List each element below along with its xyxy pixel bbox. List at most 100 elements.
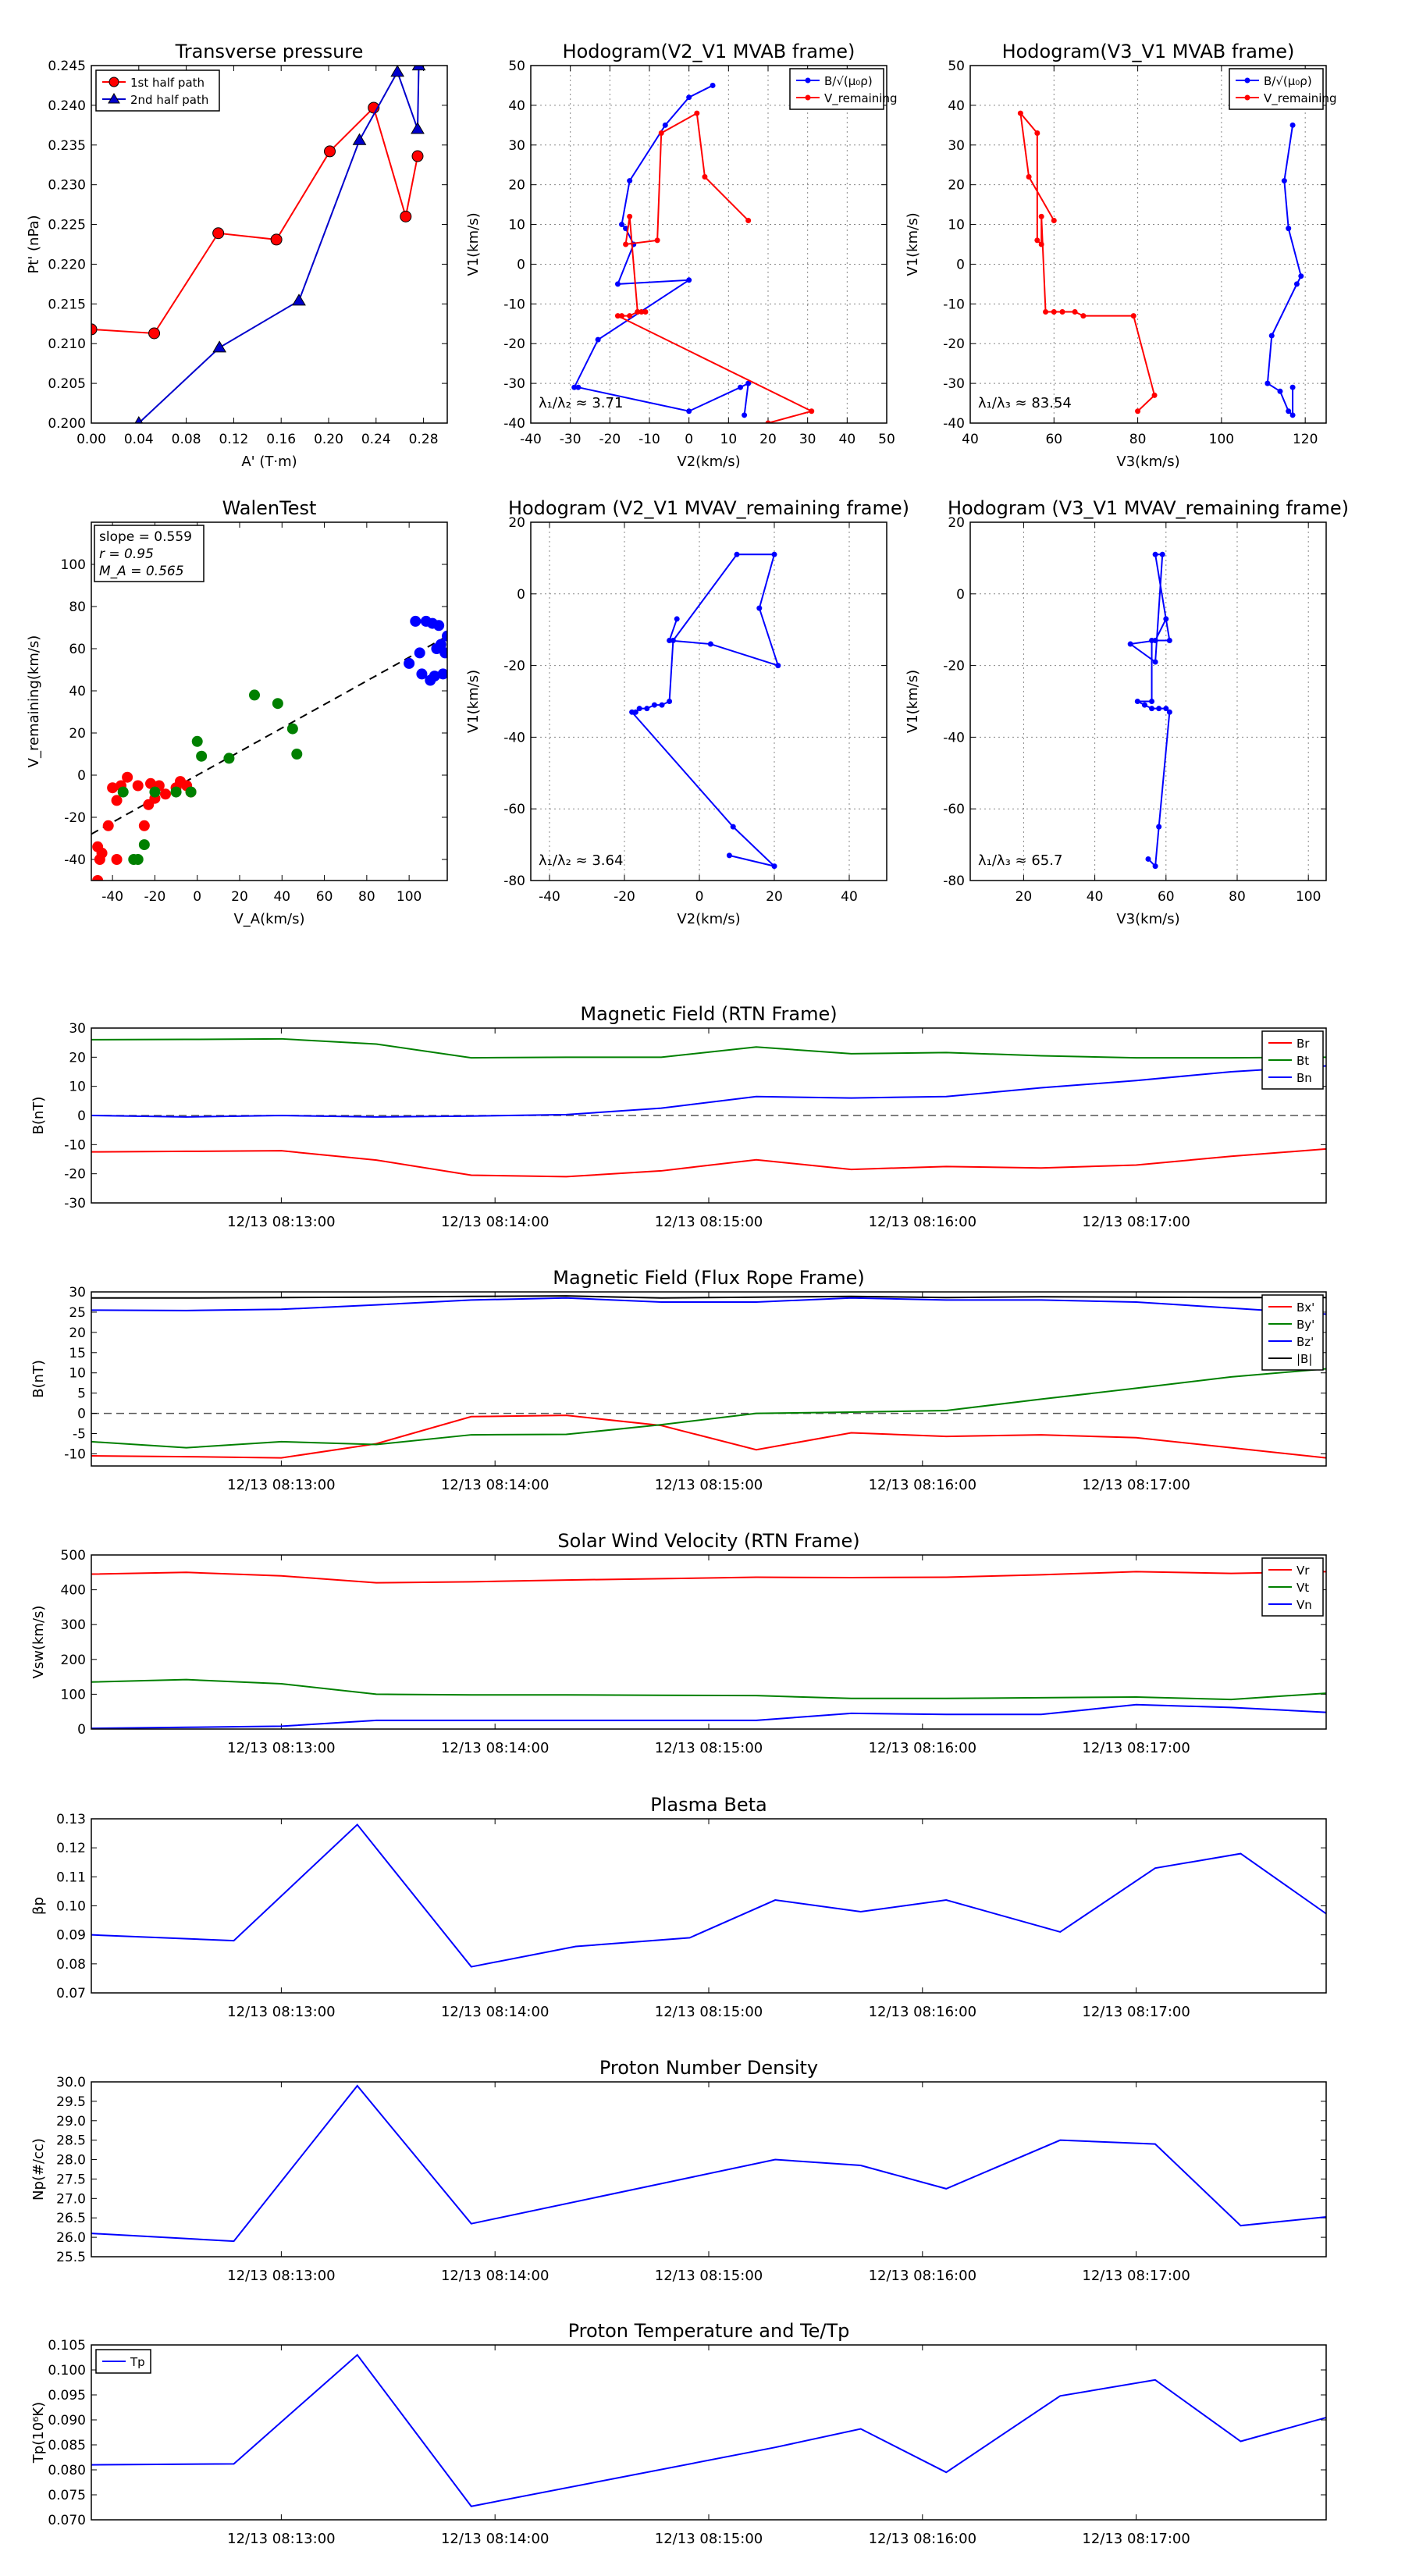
data-point <box>575 384 582 390</box>
data-point <box>410 615 422 627</box>
plot-area <box>1127 551 1172 870</box>
chart-t3: Solar Wind Velocity (RTN Frame) 12/13 08:… <box>30 1530 1327 1756</box>
chart-title: Hodogram (V2_V1 MVAV_remaining frame) <box>508 497 909 519</box>
x-tick-label: 12/13 08:16:00 <box>869 1477 976 1493</box>
legend: Vr Vt Vn <box>1261 1557 1324 1617</box>
chart-p4: WalenTest -40 -20 0 20 40 60 80 100 -40 -20 0 20 40 60… <box>26 497 448 927</box>
legend-marker <box>1244 94 1250 101</box>
x-axis-label: V3(km/s) <box>1116 911 1179 927</box>
legend-label: Bn <box>1297 1071 1312 1085</box>
series-line-0 <box>91 1147 1326 1178</box>
data-point <box>132 854 144 865</box>
legend-label: |B| <box>1297 1352 1312 1366</box>
data-point <box>1166 637 1172 643</box>
series-line-0 <box>91 1823 1326 1968</box>
data-point <box>442 630 447 642</box>
data-point <box>654 237 660 244</box>
plot-area <box>1017 110 1304 418</box>
data-point <box>1017 110 1023 116</box>
data-point <box>775 663 781 669</box>
y-tick-label: 10 <box>948 218 965 233</box>
y-tick-label: -10 <box>503 297 525 312</box>
chart-t5: Proton Number Density 12/13 08:13:00 12/13… <box>30 2057 1327 2284</box>
y-tick-label: -10 <box>943 297 965 312</box>
data-point <box>1145 856 1151 862</box>
data-point <box>659 702 665 708</box>
data-point <box>627 313 633 319</box>
data-point <box>1163 706 1169 712</box>
data-point <box>636 706 642 712</box>
data-point <box>642 309 649 315</box>
y-tick-label: 0 <box>77 768 86 784</box>
x-tick-label: 0 <box>193 889 201 905</box>
data-point <box>107 782 119 794</box>
y-tick-label: 30 <box>508 138 525 154</box>
x-tick-label: 0.04 <box>124 432 154 447</box>
data-point <box>1277 388 1283 394</box>
data-point <box>726 852 732 859</box>
data-point <box>1059 309 1065 315</box>
y-tick-label: 27.0 <box>56 2191 86 2207</box>
eigenvalue-ratio: λ₁/λ₃ ≈ 83.54 <box>978 395 1072 411</box>
data-point <box>1289 384 1296 390</box>
data-point <box>292 294 306 306</box>
plot-area <box>91 1571 1326 1729</box>
legend-label: Vr <box>1297 1564 1310 1578</box>
x-tick-label: 12/13 08:17:00 <box>1082 1477 1190 1493</box>
y-tick-label: -80 <box>503 873 525 889</box>
x-tick-label: -20 <box>599 432 621 447</box>
legend-label: V_remaining <box>824 91 898 106</box>
x-tick-label: 12/13 08:17:00 <box>1082 1740 1190 1756</box>
chart-title: WalenTest <box>222 497 317 519</box>
y-tick-label: 20 <box>508 178 525 194</box>
x-tick-label: 0.24 <box>361 432 391 447</box>
data-point <box>686 408 692 415</box>
plot-frame <box>91 2344 1327 2521</box>
y-axis-label: V1(km/s) <box>465 212 482 276</box>
legend-label: Vn <box>1297 1598 1312 1612</box>
x-tick-label: 80 <box>358 889 375 905</box>
data-point <box>286 723 298 735</box>
x-tick-label: 20 <box>1016 889 1033 905</box>
data-point <box>638 309 645 315</box>
x-tick-label: 12/13 08:14:00 <box>441 1477 549 1493</box>
y-tick-label: 50 <box>948 59 965 74</box>
y-tick-label: 0.200 <box>48 416 86 432</box>
y-tick-label: -10 <box>64 1446 86 1462</box>
data-point <box>1286 408 1292 415</box>
y-axis-label: B(nT) <box>30 1360 47 1398</box>
series-line-3 <box>91 1295 1326 1299</box>
x-tick-label: 12/13 08:16:00 <box>869 2004 976 2020</box>
plot-frame <box>91 1291 1327 1467</box>
y-tick-label: 0.100 <box>48 2363 86 2379</box>
y-tick-label: 0 <box>956 257 965 272</box>
data-point <box>437 668 447 680</box>
data-point <box>1149 637 1155 643</box>
x-tick-label: 60 <box>1045 432 1062 447</box>
y-tick-label: 300 <box>61 1617 86 1633</box>
legend-label: 2nd half path <box>130 93 208 107</box>
x-tick-label: 40 <box>962 432 979 447</box>
chart-p1: Transverse pressure 0.00 0.04 0.08 0.12 0.16 0… <box>26 41 448 470</box>
y-tick-label: 0.12 <box>56 1841 86 1856</box>
x-tick-label: 100 <box>1296 889 1321 905</box>
y-axis-label: Np(#/cc) <box>30 2138 47 2201</box>
data-point <box>411 150 424 162</box>
x-tick-label: 80 <box>1229 889 1246 905</box>
plot-area <box>91 2084 1326 2243</box>
y-tick-label: 20 <box>508 515 525 531</box>
chart-title: Hodogram(V3_V1 MVAB frame) <box>1002 41 1295 62</box>
data-point <box>352 133 367 145</box>
series-line-0 <box>91 2084 1326 2243</box>
data-point <box>160 788 171 800</box>
series-line-2 <box>91 1065 1326 1118</box>
data-point <box>809 408 815 415</box>
legend-label: By' <box>1297 1318 1314 1332</box>
chart-p6: Hodogram (V3_V1 MVAV_remaining frame)20 4… <box>905 497 1349 927</box>
legend-marker <box>108 93 120 104</box>
data-point <box>390 66 405 77</box>
y-tick-label: 0 <box>77 1722 86 1738</box>
stats-line: slope = 0.559 <box>99 529 192 545</box>
x-tick-label: 50 <box>878 432 895 447</box>
data-point <box>212 227 225 240</box>
